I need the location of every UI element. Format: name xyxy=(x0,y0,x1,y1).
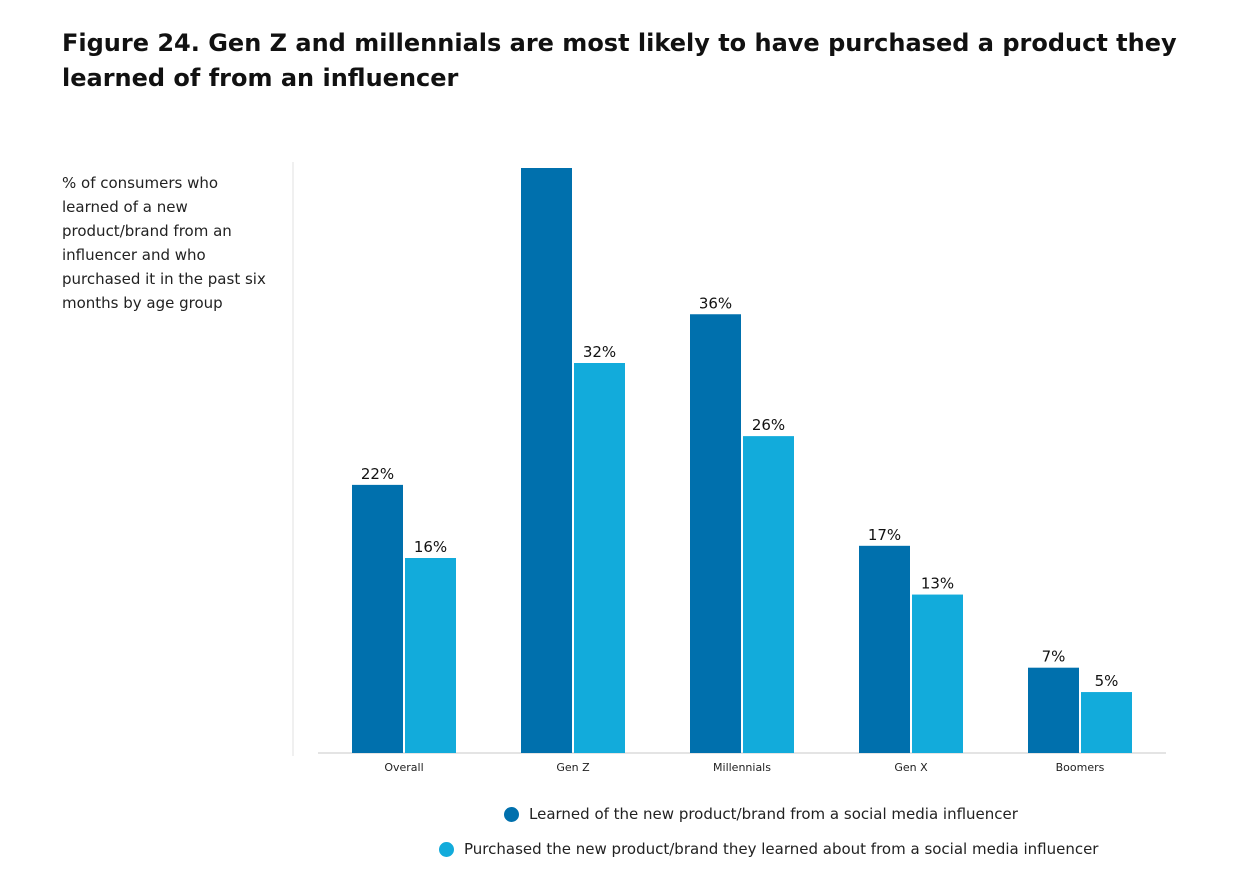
bars-layer xyxy=(352,168,1132,753)
chart-subtitle: % of consumers who learned of a new prod… xyxy=(62,174,266,312)
legend-label-purchased: Purchased the new product/brand they lea… xyxy=(464,840,1099,858)
data-label-gen-x-series-2: 13% xyxy=(921,575,954,593)
data-label-boomers-series-1: 7% xyxy=(1042,648,1066,666)
data-label-overall-series-2: 16% xyxy=(414,538,447,556)
legend-item-learned: Learned of the new product/brand from a … xyxy=(504,805,1018,823)
data-label-overall-series-1: 22% xyxy=(361,465,394,483)
bar-millennials-series-1 xyxy=(690,314,741,753)
chart-title: Figure 24. Gen Z and millennials are mos… xyxy=(62,29,1177,92)
data-label-boomers-series-2: 5% xyxy=(1095,672,1119,690)
bar-boomers-series-2 xyxy=(1081,692,1132,753)
bar-boomers-series-1 xyxy=(1028,667,1079,753)
bar-overall-series-1 xyxy=(352,484,403,753)
bar-gen-x-series-2 xyxy=(912,594,963,753)
data-label-millennials-series-1: 36% xyxy=(699,294,732,312)
data-label-millennials-series-2: 26% xyxy=(752,416,785,434)
x-tick-label-boomers: Boomers xyxy=(1056,761,1105,774)
data-label-gen-z-series-2: 32% xyxy=(583,343,616,361)
legend-dot-learned-icon xyxy=(504,806,519,822)
labels-layer: 22% 16% Overall 32% Gen Z 36% 26% Millennials 17… xyxy=(361,294,1119,774)
legend-dot-purchased-icon xyxy=(439,841,454,857)
legend-item-purchased: Purchased the new product/brand they lea… xyxy=(439,840,1098,858)
x-tick-label-gen-z: Gen Z xyxy=(556,761,590,774)
data-label-gen-x-series-1: 17% xyxy=(868,526,901,544)
bar-gen-x-series-1 xyxy=(859,545,910,753)
bar-millennials-series-2 xyxy=(743,436,794,753)
x-tick-label-overall: Overall xyxy=(384,761,423,774)
bar-overall-series-2 xyxy=(405,558,456,753)
x-tick-label-gen-x: Gen X xyxy=(894,761,928,774)
bar-gen-z-series-1 xyxy=(521,168,572,753)
bar-gen-z-series-2 xyxy=(574,363,625,753)
legend-label-learned: Learned of the new product/brand from a … xyxy=(529,805,1018,823)
x-tick-label-millennials: Millennials xyxy=(713,761,771,774)
